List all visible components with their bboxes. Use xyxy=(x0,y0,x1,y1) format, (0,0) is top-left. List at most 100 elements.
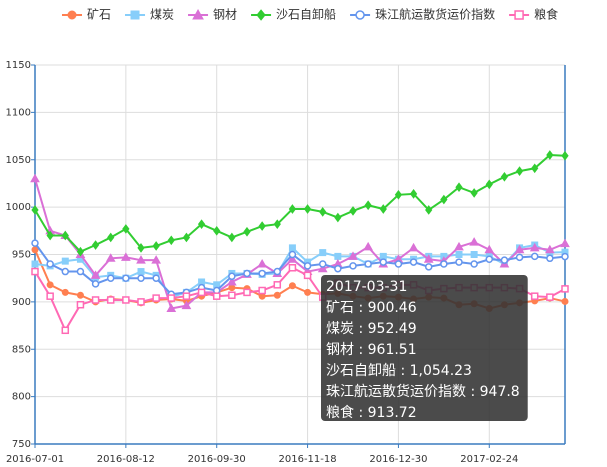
point xyxy=(90,270,101,279)
point xyxy=(317,263,328,273)
point xyxy=(455,251,463,258)
x-tick-label: 2016-08-12 xyxy=(97,454,155,465)
point xyxy=(256,9,266,21)
point xyxy=(122,274,130,282)
point xyxy=(167,294,176,302)
point xyxy=(46,292,54,300)
point xyxy=(228,272,236,281)
point xyxy=(61,230,69,241)
legend-label: 矿石 xyxy=(87,8,111,22)
point xyxy=(470,260,478,268)
point xyxy=(530,292,539,300)
point xyxy=(409,258,418,266)
point xyxy=(394,260,403,268)
tooltip-separator: : xyxy=(466,384,480,400)
point xyxy=(152,294,160,302)
legend-item[interactable]: 矿石 xyxy=(62,8,111,22)
point xyxy=(152,241,160,251)
tooltip-value: 1,054.23 xyxy=(410,363,472,379)
point xyxy=(379,258,388,266)
point xyxy=(212,292,221,300)
point xyxy=(334,264,342,273)
point xyxy=(303,262,312,270)
y-tick-label: 1100 xyxy=(6,107,31,118)
point xyxy=(485,179,493,190)
legend-label: 钢材 xyxy=(213,8,237,22)
point xyxy=(561,150,569,161)
point xyxy=(561,297,569,305)
point xyxy=(91,240,100,250)
point xyxy=(122,296,130,304)
tooltip-name: 珠江航运散货运价指数 xyxy=(326,383,466,400)
legend-item[interactable]: 煤炭 xyxy=(125,8,174,22)
tooltip-box xyxy=(321,275,528,421)
point xyxy=(546,254,554,263)
point xyxy=(304,288,312,296)
tooltip-name: 钢材 xyxy=(326,342,354,358)
point xyxy=(31,239,39,247)
x-tick-label: 2016-09-30 xyxy=(188,454,246,465)
point xyxy=(364,200,372,211)
legend-label: 粮食 xyxy=(534,7,558,22)
point xyxy=(409,189,418,199)
point xyxy=(455,182,463,193)
legend-label: 珠江航运散货运价指数 xyxy=(375,7,495,22)
point xyxy=(484,244,495,254)
point xyxy=(91,296,100,304)
point xyxy=(319,249,327,257)
point xyxy=(151,255,162,264)
point xyxy=(319,207,327,217)
x-tick-label: 2016-07-01 xyxy=(6,454,64,465)
point xyxy=(76,291,84,299)
tooltip-separator: : xyxy=(354,321,368,337)
point xyxy=(106,274,115,282)
point xyxy=(287,254,298,263)
point xyxy=(318,260,327,268)
point xyxy=(30,173,40,183)
point xyxy=(470,188,478,198)
point xyxy=(152,274,160,282)
point xyxy=(182,292,191,300)
x-tick-label: 2017-02-24 xyxy=(460,454,518,465)
point xyxy=(561,285,569,293)
legend-item[interactable]: 珠江航运散货运价指数 xyxy=(350,7,495,22)
point xyxy=(228,284,236,292)
point xyxy=(167,235,175,246)
point xyxy=(408,242,419,252)
tooltip-separator: : xyxy=(354,300,368,316)
point xyxy=(515,253,524,262)
legend-item[interactable]: 粮食 xyxy=(509,7,558,22)
point xyxy=(197,219,206,230)
point xyxy=(61,267,70,276)
tooltip: 2017-03-31 矿石 : 900.46 煤炭 : 952.49 钢材 : 961… xyxy=(321,275,528,421)
point xyxy=(243,288,251,297)
legend-item[interactable]: 沙石自卸船 xyxy=(251,7,336,22)
tooltip-value: 947.8 xyxy=(480,384,520,400)
point xyxy=(500,256,509,264)
point xyxy=(355,10,365,20)
point xyxy=(137,268,145,276)
tooltip-name: 粮食 xyxy=(326,404,354,421)
point xyxy=(105,253,116,262)
point xyxy=(166,303,177,313)
point xyxy=(257,258,268,268)
point xyxy=(273,291,281,299)
point xyxy=(106,296,115,304)
tooltip-separator: : xyxy=(396,363,410,379)
legend-item[interactable]: 钢材 xyxy=(188,8,237,22)
point xyxy=(76,267,85,276)
point xyxy=(303,271,312,280)
point xyxy=(192,8,204,20)
point xyxy=(31,260,39,268)
series-line xyxy=(34,153,566,253)
point xyxy=(122,224,130,234)
x-tick-label: 2016-12-30 xyxy=(369,454,427,465)
point xyxy=(288,250,297,259)
point xyxy=(243,226,251,237)
point xyxy=(515,166,524,176)
point xyxy=(61,257,69,265)
point xyxy=(120,252,131,261)
point xyxy=(514,10,524,20)
y-tick-label: 1000 xyxy=(6,202,31,213)
point xyxy=(61,326,70,335)
